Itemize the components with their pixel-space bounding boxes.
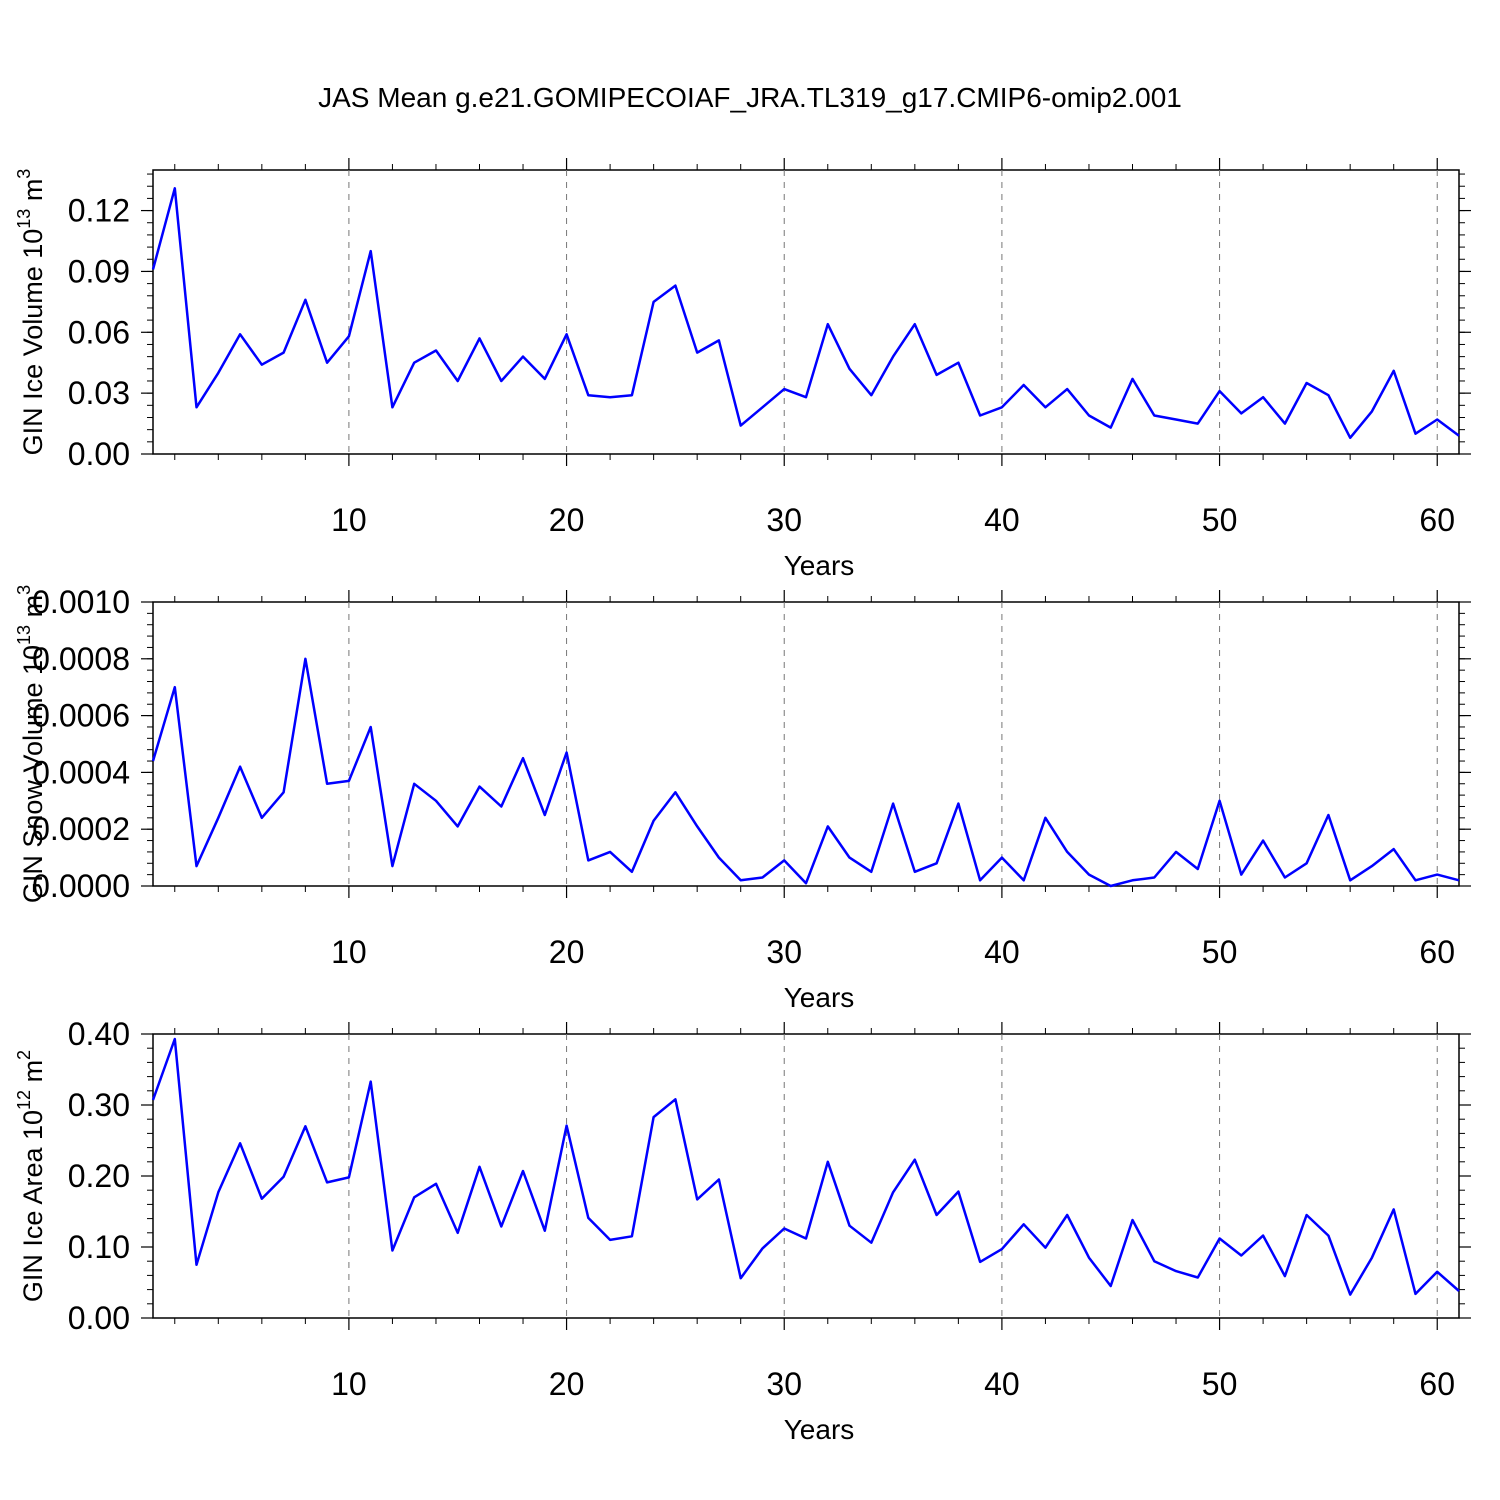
grid-lines <box>348 1034 1438 1318</box>
y-axis-label: GIN Snow Volume 1013 m3 <box>14 585 48 903</box>
grid-lines <box>348 602 1438 886</box>
x-tick-label: 50 <box>1202 1366 1238 1402</box>
x-tick-label: 60 <box>1419 502 1455 538</box>
x-tick-label: 20 <box>549 502 585 538</box>
axis-ticks <box>141 1022 1471 1330</box>
plot-frame <box>152 601 1460 887</box>
y-tick-label: 0.03 <box>68 375 130 411</box>
x-axis-label: Years <box>784 1414 855 1445</box>
x-tick-label: 50 <box>1202 502 1238 538</box>
y-axis-label-exponent: 13 <box>14 209 34 229</box>
y-tick-label: 0.0008 <box>32 641 130 677</box>
x-tick-label: 40 <box>984 934 1020 970</box>
y-axis-label-unit: m <box>18 595 48 625</box>
axis-ticks <box>141 590 1471 898</box>
x-tick-label: 50 <box>1202 934 1238 970</box>
series-line-snow-volume <box>151 657 1460 888</box>
series-line-ice-area <box>151 1037 1460 1296</box>
y-tick-label: 0.12 <box>68 193 130 229</box>
y-axis-label-unit-exponent: 3 <box>14 169 34 179</box>
y-axis-label-unit-exponent: 3 <box>14 585 34 595</box>
y-tick-label: 0.0000 <box>32 868 130 904</box>
y-tick-labels: 0.00 0.10 0.20 0.30 0.40 <box>68 1016 130 1336</box>
plot-frame <box>152 169 1460 455</box>
y-tick-label: 0.06 <box>68 314 130 350</box>
panel-snow-volume: 0.0000 0.0002 0.0004 0.0006 0.0008 0.0010 10 2… <box>14 584 1471 1013</box>
y-tick-label: 0.09 <box>68 253 130 289</box>
x-tick-label: 40 <box>984 502 1020 538</box>
x-tick-label: 10 <box>331 934 367 970</box>
x-tick-label: 30 <box>766 934 802 970</box>
x-tick-label: 30 <box>766 502 802 538</box>
y-axis-label-unit: m <box>18 1060 48 1090</box>
series-line-ice-volume <box>151 187 1460 440</box>
x-tick-label: 60 <box>1419 1366 1455 1402</box>
x-tick-labels: 10 20 30 40 50 60 <box>331 1366 1455 1402</box>
y-axis-label: GIN Ice Area 1012 m2 <box>14 1050 48 1302</box>
y-tick-label: 0.0002 <box>32 811 130 847</box>
x-tick-label: 10 <box>331 1366 367 1402</box>
y-axis-label-exponent: 12 <box>14 1090 34 1110</box>
y-tick-label: 0.0006 <box>32 698 130 734</box>
panel-ice-volume: 0.000.030.060.090.12 10 20 30 40 50 60 Years … <box>14 158 1471 581</box>
y-tick-label: 0.20 <box>68 1158 130 1194</box>
x-tick-label: 10 <box>331 502 367 538</box>
y-tick-labels: 0.00 0.03 0.06 0.09 0.12 <box>68 193 130 472</box>
y-axis-label: GIN Ice Volume 1013 m3 <box>14 169 48 456</box>
x-tick-label: 40 <box>984 1366 1020 1402</box>
y-tick-label: 0.10 <box>68 1229 130 1265</box>
x-tick-label: 20 <box>549 934 585 970</box>
y-axis-label-base: GIN Ice Area 10 <box>18 1110 48 1302</box>
y-axis-label-unit-exponent: 2 <box>14 1050 34 1060</box>
y-tick-label: 0.0010 <box>32 584 130 620</box>
y-tick-label: 0.00 <box>68 1300 130 1336</box>
y-axis-label-base: GIN Snow Volume 10 <box>18 645 48 903</box>
x-axis-label: Years <box>784 550 855 581</box>
y-axis-label-base: GIN Ice Volume 10 <box>18 229 48 456</box>
y-tick-label: 0.00 <box>68 436 130 472</box>
figure-title: JAS Mean g.e21.GOMIPECOIAF_JRA.TL319_g17… <box>318 82 1182 113</box>
x-tick-label: 30 <box>766 1366 802 1402</box>
y-axis-label-exponent: 13 <box>14 625 34 645</box>
panel-ice-area: 0.000.100.200.300.40 10 20 30 40 50 60 Years … <box>14 1016 1471 1445</box>
y-tick-label: 0.30 <box>68 1087 130 1123</box>
y-tick-labels: 0.0000 0.0002 0.0004 0.0006 0.0008 0.0010 <box>32 584 130 904</box>
x-tick-label: 20 <box>549 1366 585 1402</box>
y-tick-label: 0.40 <box>68 1016 130 1052</box>
x-tick-labels: 10 20 30 40 50 60 <box>331 502 1455 538</box>
y-tick-label: 0.0004 <box>32 754 130 790</box>
axis-ticks <box>141 158 1471 466</box>
x-tick-label: 60 <box>1419 934 1455 970</box>
x-axis-label: Years <box>784 982 855 1013</box>
y-axis-label-unit: m <box>18 179 48 209</box>
x-tick-labels: 10 20 30 40 50 60 <box>331 934 1455 970</box>
